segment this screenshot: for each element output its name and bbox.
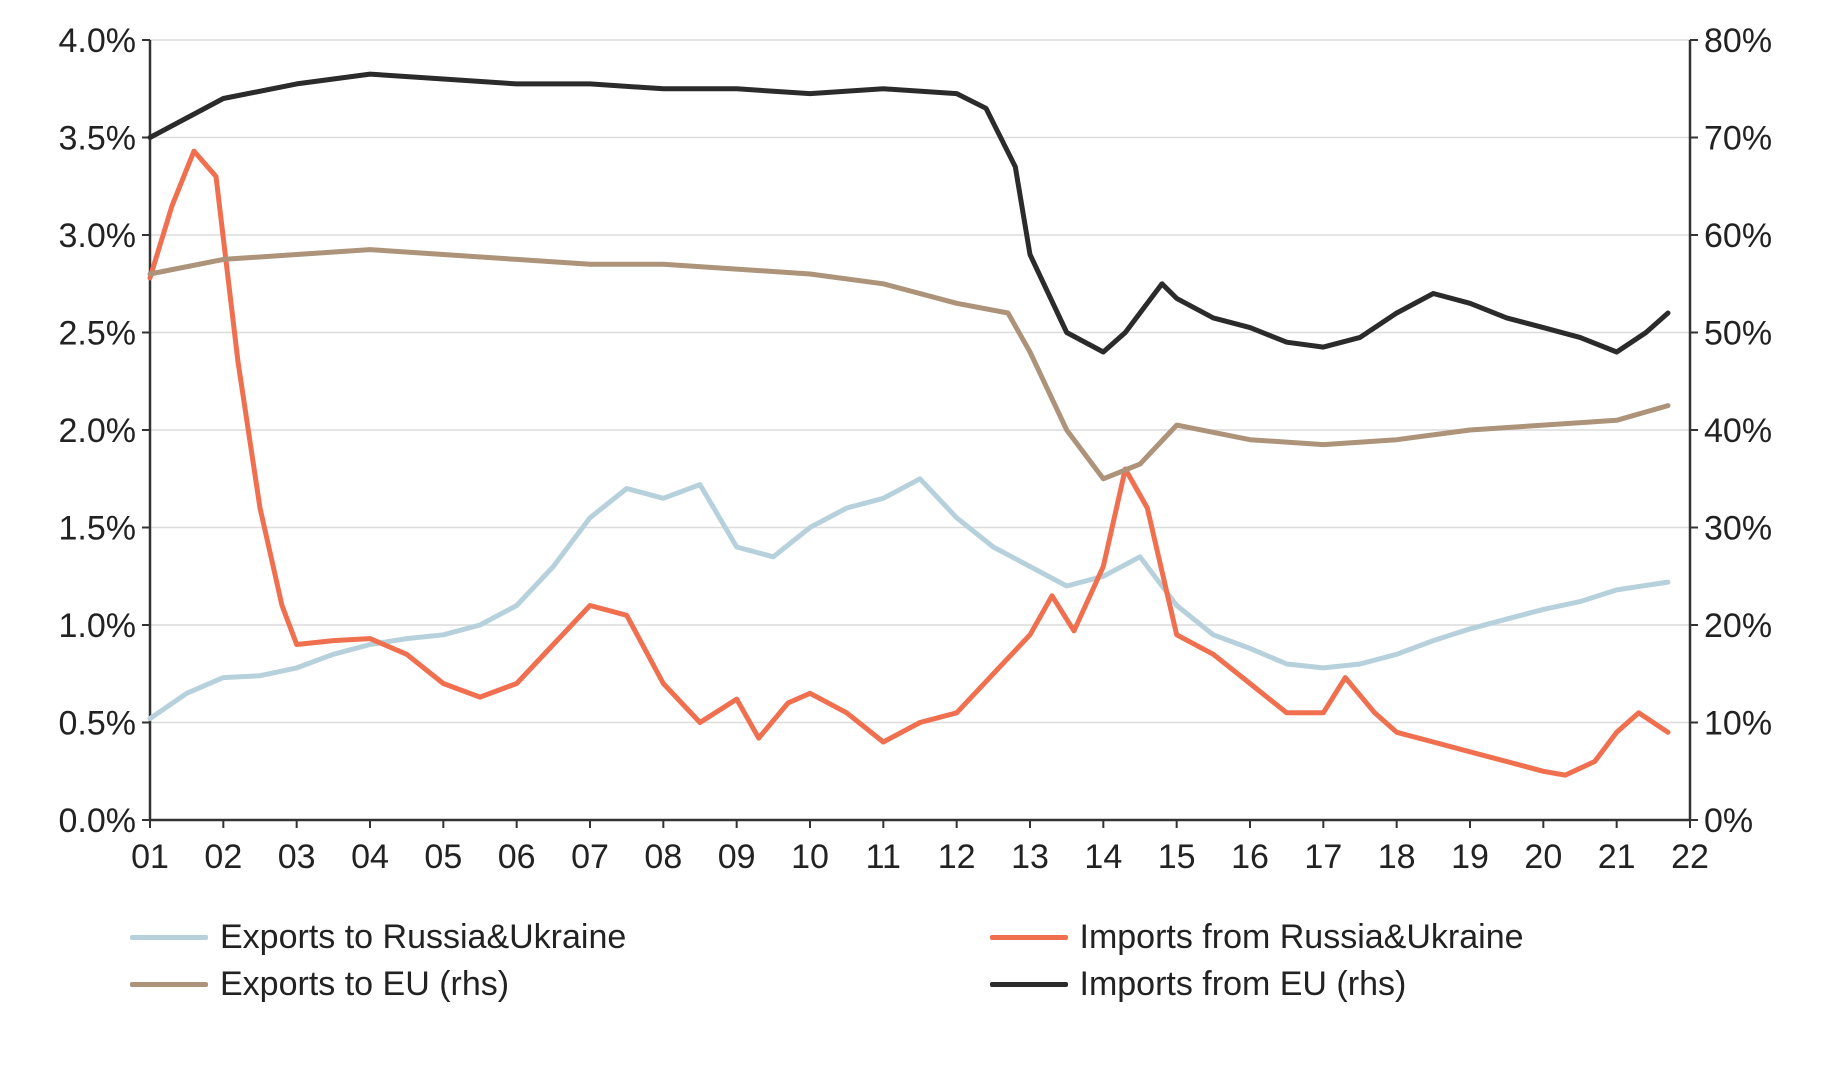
svg-text:18: 18 — [1378, 838, 1416, 876]
legend-swatch — [990, 982, 1068, 987]
svg-text:08: 08 — [644, 838, 682, 876]
legend-item-exports_ru_ua: Exports to Russia&Ukraine — [130, 918, 950, 957]
svg-text:14: 14 — [1084, 838, 1122, 876]
svg-text:01: 01 — [131, 838, 169, 876]
svg-text:16: 16 — [1231, 838, 1269, 876]
svg-text:20: 20 — [1524, 838, 1562, 876]
svg-text:19: 19 — [1451, 838, 1489, 876]
legend-label: Imports from EU (rhs) — [1080, 965, 1407, 1004]
legend-label: Exports to Russia&Ukraine — [220, 918, 626, 957]
svg-text:04: 04 — [351, 838, 389, 876]
svg-text:20%: 20% — [1704, 607, 1772, 645]
svg-text:1.0%: 1.0% — [59, 607, 137, 645]
svg-text:09: 09 — [718, 838, 756, 876]
svg-text:1.5%: 1.5% — [59, 510, 137, 548]
legend-item-exports_eu: Exports to EU (rhs) — [130, 965, 950, 1004]
svg-text:30%: 30% — [1704, 510, 1772, 548]
chart-plot-area: 0.0% 0.5% 1.0% 1.5% 2.0% 2.5% 3.0% 3.5% 4.0% 0% 10… — [30, 20, 1810, 890]
svg-text:10: 10 — [791, 838, 829, 876]
svg-text:80%: 80% — [1704, 22, 1772, 60]
svg-text:70%: 70% — [1704, 120, 1772, 158]
svg-text:0.5%: 0.5% — [59, 705, 137, 743]
svg-text:0%: 0% — [1704, 802, 1753, 840]
svg-text:12: 12 — [938, 838, 976, 876]
svg-text:2.5%: 2.5% — [59, 315, 137, 353]
svg-text:10%: 10% — [1704, 705, 1772, 743]
svg-text:03: 03 — [278, 838, 316, 876]
svg-text:0.0%: 0.0% — [59, 802, 137, 840]
legend-swatch — [130, 935, 208, 940]
svg-text:22: 22 — [1671, 838, 1709, 876]
svg-text:21: 21 — [1598, 838, 1636, 876]
svg-text:15: 15 — [1158, 838, 1196, 876]
svg-text:06: 06 — [498, 838, 536, 876]
svg-text:13: 13 — [1011, 838, 1049, 876]
svg-text:07: 07 — [571, 838, 609, 876]
svg-text:40%: 40% — [1704, 412, 1772, 450]
svg-text:3.0%: 3.0% — [59, 217, 137, 255]
legend-label: Exports to EU (rhs) — [220, 965, 509, 1004]
svg-text:3.5%: 3.5% — [59, 120, 137, 158]
svg-text:05: 05 — [424, 838, 462, 876]
svg-text:17: 17 — [1304, 838, 1342, 876]
svg-text:11: 11 — [866, 838, 901, 876]
svg-text:2.0%: 2.0% — [59, 412, 137, 450]
chart-legend: Exports to Russia&Ukraine Imports from Ru… — [130, 918, 1809, 1004]
svg-text:02: 02 — [204, 838, 242, 876]
legend-swatch — [990, 935, 1068, 940]
legend-swatch — [130, 982, 208, 987]
trade-share-chart: 0.0% 0.5% 1.0% 1.5% 2.0% 2.5% 3.0% 3.5% 4.0% 0% 10… — [0, 0, 1839, 1024]
legend-item-imports_ru_ua: Imports from Russia&Ukraine — [990, 918, 1810, 957]
legend-label: Imports from Russia&Ukraine — [1080, 918, 1524, 957]
legend-item-imports_eu: Imports from EU (rhs) — [990, 965, 1810, 1004]
svg-text:60%: 60% — [1704, 217, 1772, 255]
svg-text:50%: 50% — [1704, 315, 1772, 353]
svg-text:4.0%: 4.0% — [59, 22, 137, 60]
